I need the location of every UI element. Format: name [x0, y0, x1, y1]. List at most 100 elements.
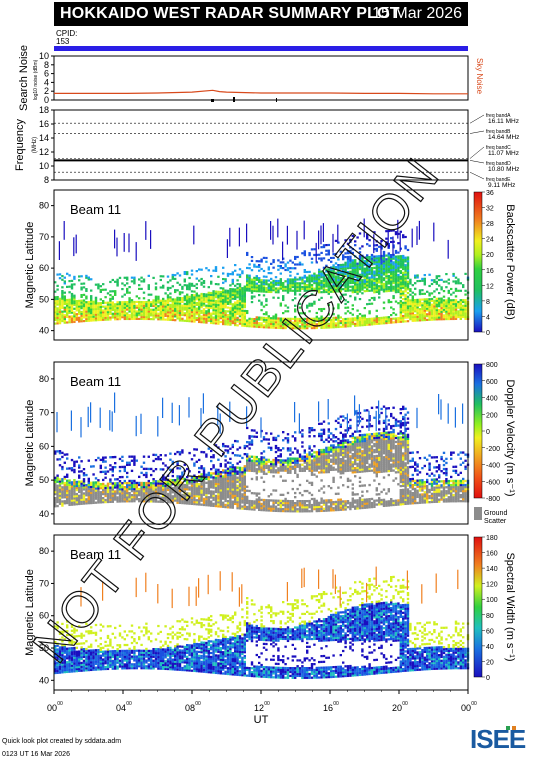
- heatmap-cell: [409, 301, 412, 304]
- heatmap-cell: [464, 310, 467, 313]
- heatmap-cell: [56, 488, 59, 492]
- heatmap-cell: [128, 308, 131, 311]
- heatmap-cell: [286, 461, 290, 464]
- heatmap-cell: [387, 316, 390, 319]
- heatmap-cell: [236, 494, 239, 498]
- heatmap-cell: [274, 289, 278, 292]
- heatmap-cell: [301, 282, 304, 285]
- heatmap-cell: [416, 310, 419, 313]
- heatmap-cell: [296, 475, 299, 479]
- heatmap-cell: [183, 304, 186, 307]
- heatmap-cell: [279, 302, 282, 305]
- heatmap-cell: [236, 288, 239, 291]
- heatmap-cell: [337, 316, 340, 319]
- heatmap-cell: [238, 294, 242, 297]
- heatmap-cell: [106, 486, 110, 489]
- heatmap-cell: [308, 319, 311, 322]
- heatmap-cell: [123, 494, 126, 497]
- heatmap-cell: [109, 294, 112, 297]
- heatmap-cell: [428, 299, 431, 303]
- heatmap-cell: [301, 321, 304, 324]
- heatmap-cell: [260, 318, 263, 321]
- heatmap-cell: [214, 468, 218, 471]
- heatmap-cell: [318, 276, 321, 279]
- heatmap-cell: [267, 322, 270, 325]
- heatmap-cell: [212, 309, 215, 312]
- heatmap-cell: [198, 304, 201, 307]
- heatmap-cell: [279, 323, 282, 326]
- heatmap-cell: [435, 280, 438, 283]
- heatmap-cell: [90, 483, 93, 486]
- heatmap-cell: [325, 322, 328, 325]
- heatmap-cell: [370, 317, 374, 320]
- heatmap-cell: [181, 306, 184, 309]
- heatmap-cell: [373, 276, 376, 279]
- heatmap-cell: [195, 296, 198, 299]
- heatmap-cell: [279, 283, 282, 286]
- heatmap-cell: [193, 494, 196, 498]
- heatmap-cell: [241, 292, 244, 295]
- heatmap-cell: [152, 488, 155, 491]
- heatmap-cell: [58, 500, 62, 503]
- heatmap-cell: [214, 311, 218, 314]
- heatmap-cell: [217, 307, 220, 310]
- heatmap-cell: [202, 473, 206, 476]
- heatmap-cell: [272, 465, 275, 468]
- heatmap-cell: [63, 321, 66, 324]
- heatmap-cell: [226, 449, 230, 452]
- cpid-bar: [54, 46, 468, 51]
- heatmap-cell: [267, 317, 270, 320]
- heatmap-cell: [58, 482, 62, 485]
- heatmap-cell: [198, 499, 201, 502]
- heatmap-cell: [171, 298, 174, 301]
- heatmap-cell: [363, 284, 366, 287]
- heatmap-cell: [140, 316, 143, 319]
- heatmap-cell: [106, 303, 110, 306]
- heatmap-ytick-label: 50: [39, 294, 49, 304]
- heatmap-cell: [214, 496, 218, 500]
- heatmap-cell: [368, 312, 371, 315]
- heatmap-cell: [368, 272, 371, 275]
- heatmap-cell: [289, 465, 292, 468]
- heatmap-cell: [291, 282, 294, 285]
- heatmap-streak: [411, 228, 413, 248]
- heatmap-cell: [248, 455, 251, 458]
- heatmap-cell: [97, 302, 100, 305]
- heatmap-cell: [241, 304, 244, 307]
- heatmap-cell: [99, 483, 102, 486]
- heatmap-cell: [229, 318, 232, 321]
- heatmap-cell: [375, 264, 378, 267]
- heatmap-cell: [210, 306, 213, 310]
- heatmap-cell: [195, 292, 198, 295]
- heatmap-cell: [344, 265, 347, 268]
- heatmap-cell: [61, 290, 64, 293]
- heatmap-cell: [308, 284, 311, 287]
- heatmap-cell: [190, 490, 194, 493]
- heatmap-cell: [181, 317, 184, 320]
- heatmap-cell: [162, 299, 165, 302]
- heatmap-cell: [226, 321, 230, 324]
- heatmap-cell: [73, 275, 76, 278]
- heatmap-cell: [349, 250, 352, 253]
- heatmap-cell: [61, 482, 64, 485]
- heatmap-cell: [315, 323, 318, 326]
- heatmap-cell: [411, 297, 414, 300]
- heatmap-cell: [159, 496, 162, 499]
- heatmap-cell: [176, 281, 179, 284]
- heatmap-cell: [128, 316, 131, 319]
- heatmap-cell: [404, 277, 407, 280]
- heatmap-cell: [190, 484, 194, 487]
- heatmap-cell: [433, 301, 436, 304]
- heatmap-cell: [224, 278, 227, 281]
- heatmap-cell: [73, 464, 76, 468]
- heatmap-cell: [298, 302, 302, 305]
- heatmap-cell: [423, 298, 426, 301]
- heatmap-streak: [200, 408, 202, 429]
- heatmap-cell: [250, 477, 254, 481]
- heatmap-cell: [186, 502, 189, 505]
- heatmap-cell: [116, 318, 119, 321]
- heatmap-cell: [349, 259, 352, 262]
- heatmap-cell: [58, 486, 62, 489]
- heatmap-cell: [54, 311, 57, 314]
- heatmap-cell: [195, 311, 198, 314]
